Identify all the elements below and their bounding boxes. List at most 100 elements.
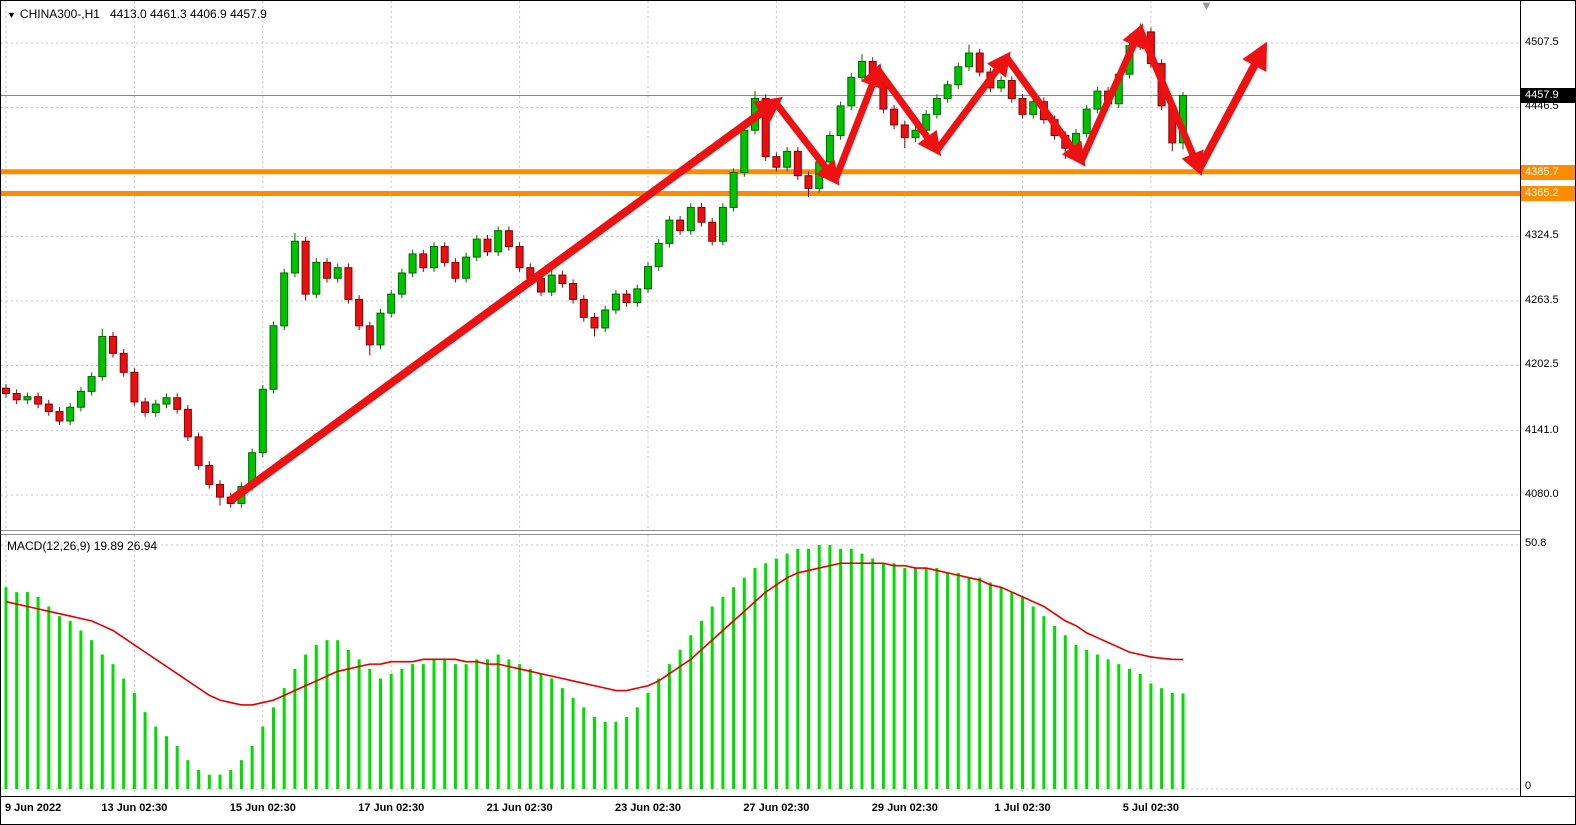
candle-up <box>965 52 973 68</box>
symbol-dropdown-icon[interactable]: ▼ <box>7 10 16 20</box>
candle-up <box>333 267 342 279</box>
candle-up <box>387 293 396 314</box>
trend-arrow[interactable] <box>1003 55 1086 167</box>
candle-down <box>772 156 781 168</box>
candle-down <box>365 325 374 346</box>
candle-down <box>793 150 802 177</box>
chart-shift-marker-icon[interactable]: ▼ <box>1200 0 1213 13</box>
candle-down <box>590 316 599 329</box>
candle-down <box>697 206 706 223</box>
candle-down <box>1007 80 1016 100</box>
candle-up <box>686 206 695 232</box>
candle-up <box>98 335 107 378</box>
ohlc-values: 4413.0 4461.3 4406.9 4457.9 <box>109 7 267 21</box>
time-axis-label: 27 Jun 02:30 <box>743 802 810 814</box>
candle-down <box>419 253 428 269</box>
candle-down <box>34 396 43 405</box>
candle-up <box>611 293 620 311</box>
candle-up <box>729 172 738 208</box>
candle-down <box>130 371 139 403</box>
candle-down <box>55 410 64 422</box>
time-axis-label: 15 Jun 02:30 <box>229 802 296 814</box>
candle-down <box>975 52 984 73</box>
macd-indicator-label: MACD(12,26,9) 19.89 26.94 <box>7 539 158 553</box>
candle-up <box>290 240 299 274</box>
candle-up <box>472 238 481 258</box>
candle-up <box>312 261 321 295</box>
candle-up <box>66 406 75 422</box>
candle-down <box>483 238 492 253</box>
candle-up <box>408 253 417 274</box>
symbol-timeframe-label: CHINA300-,H1 <box>19 7 100 21</box>
candle-up <box>462 256 471 279</box>
price-tick-label: 4507.5 <box>1525 36 1559 48</box>
price-chart-canvas[interactable] <box>1 1 1520 530</box>
candle-down <box>440 246 449 263</box>
level-price-label: 4365.2 <box>1521 186 1575 202</box>
candle-down <box>515 246 524 269</box>
time-axis-label: 17 Jun 02:30 <box>358 802 425 814</box>
candle-down <box>355 298 364 327</box>
time-axis[interactable]: 9 Jun 2022 13 Jun 02:30 15 Jun 02:30 17 Jun… <box>1 796 1575 824</box>
candle-up <box>547 274 556 293</box>
candle-up <box>954 66 963 86</box>
candle-up <box>836 105 845 137</box>
candle-up <box>654 242 663 268</box>
price-tick-label: 4080.0 <box>1525 488 1559 500</box>
price-axis[interactable]: 50.8 0 4507.5 4446.5 4324.5 4263.5 4202.5 414… <box>1520 1 1575 796</box>
candle-down <box>451 261 460 279</box>
trend-arrow[interactable] <box>1078 23 1145 163</box>
candle-down <box>44 403 53 412</box>
candle-down <box>879 82 888 110</box>
candle-up <box>1082 108 1091 134</box>
time-axis-label: 1 Jul 02:30 <box>994 802 1051 814</box>
candle-down <box>622 293 631 304</box>
candle-up <box>397 272 406 295</box>
candle-down <box>344 267 353 300</box>
time-axis-label: 29 Jun 02:30 <box>871 802 938 814</box>
candle-up <box>740 129 749 174</box>
candle-down <box>804 175 813 189</box>
macd-canvas[interactable] <box>1 535 1520 797</box>
candle-down <box>1018 98 1027 115</box>
candle-down <box>141 401 150 414</box>
time-axis-label: 13 Jun 02:30 <box>101 802 168 814</box>
candle-up <box>601 309 610 329</box>
macd-axis-max: 50.8 <box>1525 537 1547 549</box>
candle-up <box>87 376 96 392</box>
candle-up <box>258 388 267 454</box>
price-tick-label: 4202.5 <box>1525 358 1559 371</box>
candle-up <box>23 396 32 401</box>
trend-arrow[interactable] <box>875 67 942 157</box>
trend-arrow[interactable] <box>831 63 884 182</box>
candle-down <box>194 436 203 466</box>
candle-up <box>858 61 866 78</box>
candle-down <box>119 352 128 373</box>
trend-arrow[interactable] <box>773 101 840 186</box>
macd-indicator-panel[interactable]: MACD(12,26,9) 19.89 26.94 <box>1 534 1520 797</box>
trend-arrow[interactable] <box>934 51 1011 153</box>
price-tick-label: 4263.5 <box>1525 293 1559 306</box>
time-axis-label: 23 Jun 02:30 <box>614 802 682 814</box>
price-tick-label: 4141.0 <box>1525 423 1559 436</box>
candle-up <box>847 76 856 107</box>
time-axis-label: 21 Jun 02:30 <box>486 802 553 814</box>
candle-down <box>708 221 717 242</box>
trend-arrow[interactable] <box>1136 28 1204 176</box>
candle-up <box>162 397 171 405</box>
current-price-label: 4457.9 <box>1521 88 1575 104</box>
candle-up <box>376 312 385 346</box>
candle-down <box>205 464 214 485</box>
candle-down <box>183 408 192 438</box>
candle-down <box>173 397 182 410</box>
candle-down <box>900 124 909 139</box>
price-chart-panel[interactable]: ▼ CHINA300-,H1 4413.0 4461.3 4406.9 4457.9… <box>1 1 1520 531</box>
candle-up <box>151 403 160 414</box>
candle-down <box>216 483 224 498</box>
trend-arrow[interactable] <box>228 96 783 504</box>
macd-signal-line <box>5 562 1184 706</box>
candle-up <box>269 325 278 390</box>
price-tick-label: 4324.5 <box>1525 229 1559 242</box>
trend-arrow[interactable] <box>1195 41 1268 172</box>
